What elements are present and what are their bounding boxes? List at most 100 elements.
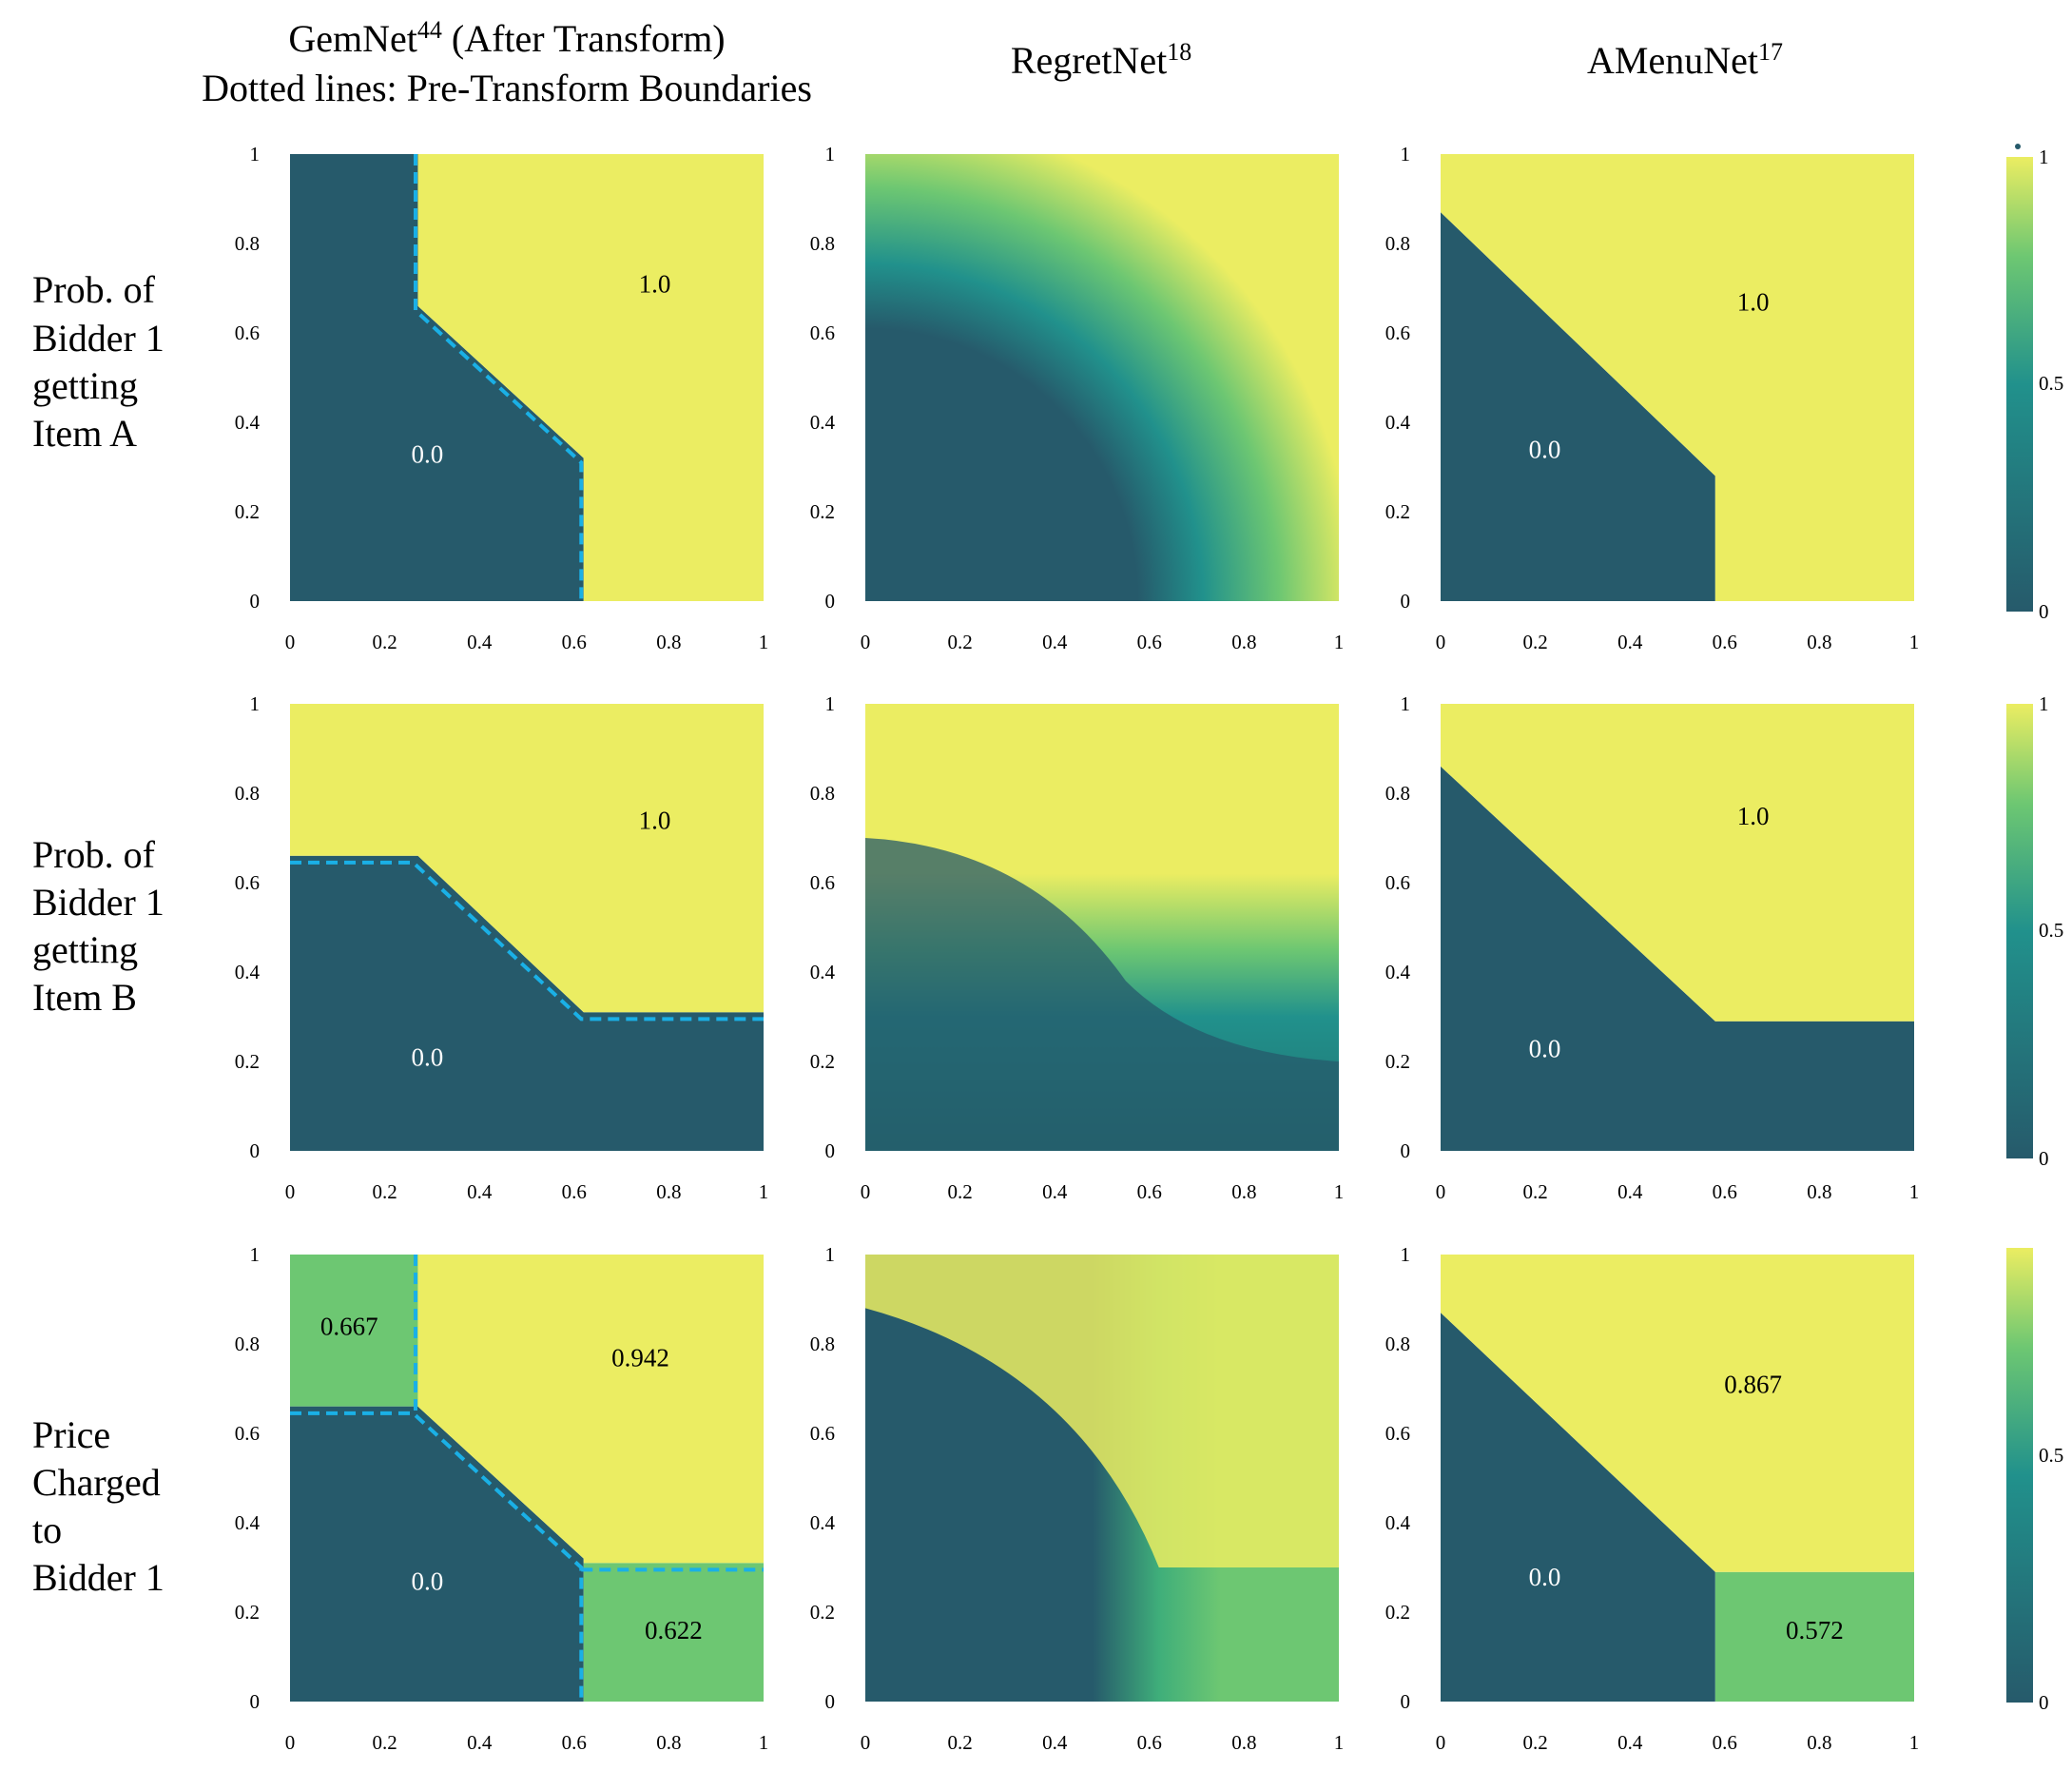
x-tick-label: 0.4 xyxy=(467,1731,493,1754)
panel-r3-c2: 0 0.2 0.4 0.6 0.8 1 0 0.2 0.4 0.6 0.8 1 xyxy=(810,1243,1345,1754)
x-tick-label: 1 xyxy=(759,1180,769,1203)
y-tick-label: 0 xyxy=(250,1690,261,1713)
y-tick-label: 0.4 xyxy=(235,1511,261,1534)
x-tick-label: 1 xyxy=(759,1731,769,1754)
y-tick-label: 0 xyxy=(825,590,836,613)
row-label-price-2: Charged xyxy=(32,1461,161,1504)
x-tick-label: 0.2 xyxy=(947,1731,972,1754)
region-value-label: 0.0 xyxy=(412,1043,444,1072)
x-tick-label: 1 xyxy=(759,631,769,653)
panel-r2-c2: 0 0.2 0.4 0.6 0.8 1 0 0.2 0.4 0.6 0.8 1 xyxy=(810,692,1345,1203)
y-tick-label: 0.8 xyxy=(810,782,835,805)
row-label-price-3: to xyxy=(32,1508,62,1551)
row-label-item-a-3: getting xyxy=(32,364,138,407)
x-tick-label: 0 xyxy=(1436,631,1446,653)
y-tick-label: 1 xyxy=(1401,143,1411,165)
col-title-regretnet: RegretNet18 xyxy=(1011,38,1191,82)
x-tick-label: 0.6 xyxy=(1713,631,1737,653)
y-tick-label: 1 xyxy=(250,1243,261,1266)
region-1-0 xyxy=(1441,704,1914,1022)
y-tick-label: 0 xyxy=(825,1690,836,1713)
y-tick-label: 0.2 xyxy=(1385,1601,1410,1624)
y-tick-label: 0.4 xyxy=(1385,1511,1411,1534)
region-value-label: 0.622 xyxy=(645,1616,703,1644)
row-label-price-4: Bidder 1 xyxy=(32,1556,165,1599)
x-tick-label: 0.4 xyxy=(467,631,493,653)
y-tick-label: 0.6 xyxy=(810,321,835,344)
colorbar-3-mid: 0.5 xyxy=(2039,1444,2063,1467)
colorbar-row-3 xyxy=(2006,1248,2033,1703)
x-tick-label: 0.6 xyxy=(1713,1180,1737,1203)
y-tick-label: 0.8 xyxy=(1385,232,1410,255)
y-tick-label: 1 xyxy=(825,143,836,165)
x-tick-label: 0.4 xyxy=(1617,1180,1643,1203)
x-tick-label: 0.6 xyxy=(1137,1180,1162,1203)
colorbars: 1 0.5 0 1 0.5 0 0.5 0 xyxy=(2006,144,2063,1714)
colorbar-marker-dot xyxy=(2015,144,2021,149)
pre-transform-boundary xyxy=(413,154,584,601)
row-label-item-b-2: Bidder 1 xyxy=(32,881,165,924)
y-tick-label: 0 xyxy=(1401,1690,1411,1713)
row-labels: Prob. of Bidder 1 getting Item A Prob. o… xyxy=(32,268,165,1599)
y-tick-label: 0.8 xyxy=(235,232,260,255)
y-tick-label: 0.2 xyxy=(235,1601,260,1624)
y-tick-label: 0.6 xyxy=(1385,1422,1410,1445)
x-tick-label: 0.6 xyxy=(1137,1731,1162,1754)
colorbar-2-mid: 0.5 xyxy=(2039,919,2063,942)
y-tick-label: 0.6 xyxy=(810,1422,835,1445)
panel-r1-c3: 0.0 1.0 0 0.2 0.4 0.6 0.8 1 0 0.2 0.4 0.6 0.8 1 xyxy=(1385,143,1920,653)
x-tick-label: 0.8 xyxy=(1231,631,1256,653)
x-tick-label: 0 xyxy=(1436,1180,1446,1203)
row-label-price-1: Price xyxy=(32,1413,110,1456)
x-tick-label: 0.6 xyxy=(562,1180,587,1203)
region-0-867 xyxy=(1441,1255,1914,1572)
row-label-item-b-4: Item B xyxy=(32,976,137,1019)
region-0-572 xyxy=(1714,1571,1914,1702)
colorbar-1-mid: 0.5 xyxy=(2039,372,2063,395)
region-0-0 xyxy=(290,154,584,601)
y-tick-label: 0.4 xyxy=(1385,961,1411,983)
region-value-label: 0.867 xyxy=(1724,1371,1782,1399)
x-tick-label: 0 xyxy=(861,1731,871,1754)
x-tick-label: 1 xyxy=(1909,1180,1920,1203)
region-value-label: 0.0 xyxy=(1529,436,1561,464)
row-label-item-a-2: Bidder 1 xyxy=(32,317,165,360)
y-tick-label: 0 xyxy=(1401,590,1411,613)
region-value-label: 0.0 xyxy=(1529,1034,1561,1062)
colorbar-1-bottom: 0 xyxy=(2039,600,2049,623)
region-0-0 xyxy=(1441,766,1914,1151)
region-1-0 xyxy=(290,704,764,1013)
colorbar-row-2 xyxy=(2006,704,2033,1158)
x-tick-label: 0.8 xyxy=(1231,1731,1256,1754)
colorbar-2-top: 1 xyxy=(2039,692,2049,715)
region-value-label: 0.0 xyxy=(412,439,444,468)
x-tick-label: 1 xyxy=(1334,1180,1345,1203)
heatmap-high-region xyxy=(865,1255,1339,1567)
x-tick-label: 0.2 xyxy=(1522,1180,1547,1203)
x-tick-label: 0.2 xyxy=(372,1180,397,1203)
y-tick-label: 0.4 xyxy=(810,961,836,983)
y-tick-label: 0.4 xyxy=(810,1511,836,1534)
y-tick-label: 0.2 xyxy=(1385,1050,1410,1073)
y-tick-label: 0.2 xyxy=(810,1601,835,1624)
x-tick-label: 0.2 xyxy=(372,631,397,653)
x-tick-label: 0.6 xyxy=(1713,1731,1737,1754)
row-label-item-b-1: Prob. of xyxy=(32,833,156,876)
region-value-label: 0.572 xyxy=(1786,1616,1844,1644)
x-tick-label: 0.8 xyxy=(656,1180,681,1203)
y-tick-label: 1 xyxy=(1401,1243,1411,1266)
x-tick-label: 1 xyxy=(1334,1731,1345,1754)
y-tick-label: 0.8 xyxy=(810,1333,835,1355)
x-tick-label: 0.2 xyxy=(1522,631,1547,653)
col-subtitle-gemnet: Dotted lines: Pre-Transform Boundaries xyxy=(202,67,812,109)
x-tick-label: 0.4 xyxy=(1042,1180,1068,1203)
x-tick-label: 0 xyxy=(285,631,296,653)
x-tick-label: 0.8 xyxy=(1807,631,1831,653)
region-0-0 xyxy=(1441,1313,1715,1702)
row-label-item-a-4: Item A xyxy=(32,412,137,455)
x-tick-label: 1 xyxy=(1334,631,1345,653)
y-tick-label: 0.8 xyxy=(810,232,835,255)
y-tick-label: 1 xyxy=(825,1243,836,1266)
region-0-0 xyxy=(290,855,764,1151)
heatmap-low-region xyxy=(865,838,1339,1151)
